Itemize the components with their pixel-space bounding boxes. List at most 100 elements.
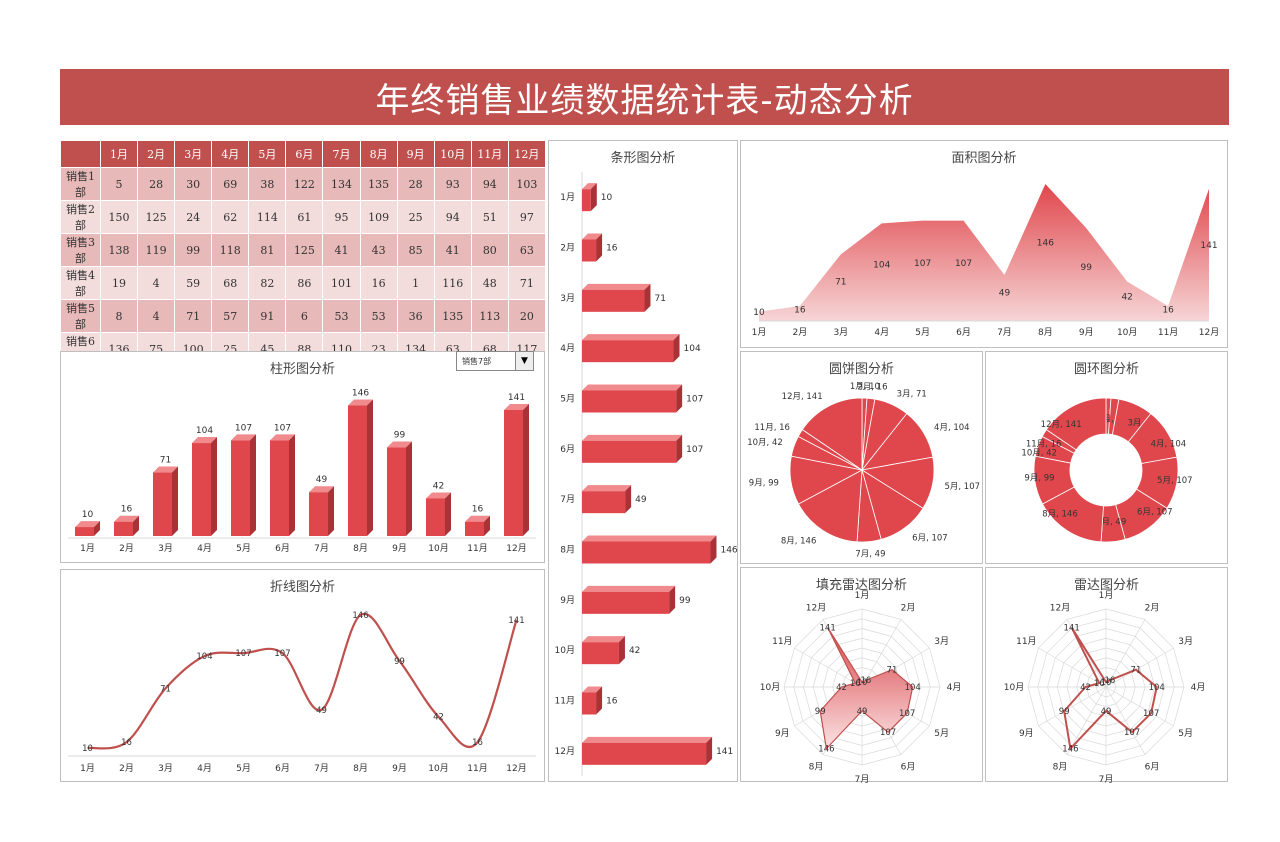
row-header: 销售3部 <box>60 233 101 267</box>
table-header-row: 1月 2月 3月 4月 5月 6月 7月 8月 9月 10月 11月 12月 <box>60 140 547 168</box>
area-chart-title: 面积图分析 <box>951 151 1017 166</box>
table-cell: 82 <box>248 266 287 300</box>
page-title: 年终销售业绩数据统计表-动态分析 <box>60 69 1229 125</box>
table-cell: 24 <box>174 200 213 234</box>
table-cell: 5 <box>99 167 139 201</box>
table-cell: 99 <box>174 233 213 267</box>
column-chart-panel: 柱形图分析 <box>60 351 545 563</box>
table-cell: 125 <box>137 200 176 234</box>
table-cell: 59 <box>174 266 213 300</box>
table-cell: 122 <box>285 167 324 201</box>
table-cell: 95 <box>322 200 361 234</box>
column-header: 7月 <box>322 140 361 168</box>
line-chart-panel: 折线图分析 <box>60 569 545 782</box>
table-cell: 28 <box>396 167 435 201</box>
table-cell: 41 <box>322 233 361 267</box>
column-header: 11月 <box>470 140 509 168</box>
table-cell: 25 <box>396 200 435 234</box>
table-cell: 138 <box>99 233 139 267</box>
table-cell: 20 <box>507 299 547 333</box>
table-cell: 30 <box>174 167 213 201</box>
table-cell: 36 <box>396 299 435 333</box>
table-cell: 51 <box>470 200 509 234</box>
column-header: 3月 <box>174 140 213 168</box>
table-cell: 114 <box>248 200 287 234</box>
donut-chart-panel: 圆环图分析 <box>985 351 1228 564</box>
table-cell: 109 <box>359 200 398 234</box>
donut-chart-title: 圆环图分析 <box>1073 362 1139 377</box>
row-header: 销售2部 <box>60 200 101 234</box>
department-select-value: 销售7部 <box>462 356 492 366</box>
table-corner <box>60 140 101 168</box>
table-cell: 1 <box>396 266 435 300</box>
table-cell: 94 <box>433 200 472 234</box>
table-cell: 134 <box>322 167 361 201</box>
radar-panel: 雷达图分析 <box>985 567 1228 782</box>
table-row: 销售4部 19 4 59 68 82 86 101 16 1 116 48 71 <box>60 266 547 300</box>
table-cell: 16 <box>359 266 398 300</box>
table-cell: 80 <box>470 233 509 267</box>
area-chart-panel: 面积图分析 <box>740 140 1228 348</box>
table-cell: 38 <box>248 167 287 201</box>
column-header: 2月 <box>137 140 176 168</box>
table-cell: 43 <box>359 233 398 267</box>
table-cell: 6 <box>285 299 324 333</box>
column-header: 8月 <box>359 140 398 168</box>
column-header: 6月 <box>285 140 324 168</box>
table-cell: 101 <box>322 266 361 300</box>
table-cell: 62 <box>211 200 250 234</box>
row-header: 销售4部 <box>60 266 101 300</box>
pie-chart-title: 圆饼图分析 <box>828 362 894 377</box>
table-cell: 135 <box>433 299 472 333</box>
table-cell: 91 <box>248 299 287 333</box>
table-cell: 85 <box>396 233 435 267</box>
row-header: 销售1部 <box>60 167 101 201</box>
table-cell: 113 <box>470 299 509 333</box>
column-chart-title: 柱形图分析 <box>269 362 335 377</box>
table-cell: 81 <box>248 233 287 267</box>
table-cell: 97 <box>507 200 547 234</box>
table-cell: 53 <box>359 299 398 333</box>
line-chart-title: 折线图分析 <box>269 580 335 595</box>
column-header: 12月 <box>507 140 547 168</box>
table-cell: 57 <box>211 299 250 333</box>
table-cell: 103 <box>507 167 547 201</box>
table-cell: 4 <box>137 299 176 333</box>
table-row: 销售1部 5 28 30 69 38 122 134 135 28 93 94 103 <box>60 167 547 201</box>
table-cell: 48 <box>470 266 509 300</box>
table-cell: 53 <box>322 299 361 333</box>
column-header: 5月 <box>248 140 287 168</box>
table-cell: 41 <box>433 233 472 267</box>
bar-chart-panel: 条形图分析 <box>548 140 738 782</box>
table-cell: 71 <box>174 299 213 333</box>
filled-radar-title: 填充雷达图分析 <box>815 578 907 593</box>
chevron-down-icon[interactable]: ▼ <box>515 352 533 370</box>
table-cell: 86 <box>285 266 324 300</box>
pie-chart-panel: 圆饼图分析 <box>740 351 983 564</box>
table-cell: 135 <box>359 167 398 201</box>
row-header: 销售5部 <box>60 299 101 333</box>
table-cell: 93 <box>433 167 472 201</box>
table-cell: 119 <box>137 233 176 267</box>
column-header: 10月 <box>433 140 472 168</box>
table-cell: 4 <box>137 266 176 300</box>
table-cell: 28 <box>137 167 176 201</box>
table-cell: 118 <box>211 233 250 267</box>
table-cell: 116 <box>433 266 472 300</box>
table-row: 销售5部 8 4 71 57 91 6 53 53 36 135 113 20 <box>60 299 547 333</box>
filled-radar-panel: 填充雷达图分析 <box>740 567 983 782</box>
column-header: 1月 <box>99 140 139 168</box>
table-cell: 150 <box>99 200 139 234</box>
table-cell: 71 <box>507 266 547 300</box>
bar-chart-title: 条形图分析 <box>610 151 676 166</box>
table-row: 销售3部 138 119 99 118 81 125 41 43 85 41 80 63 <box>60 233 547 267</box>
table-cell: 61 <box>285 200 324 234</box>
table-cell: 68 <box>211 266 250 300</box>
table-cell: 63 <box>507 233 547 267</box>
table-cell: 94 <box>470 167 509 201</box>
column-header: 9月 <box>396 140 435 168</box>
radar-title: 雷达图分析 <box>1073 578 1139 593</box>
department-select[interactable]: 销售7部 ▼ <box>456 351 534 371</box>
table-cell: 8 <box>99 299 139 333</box>
table-cell: 69 <box>211 167 250 201</box>
